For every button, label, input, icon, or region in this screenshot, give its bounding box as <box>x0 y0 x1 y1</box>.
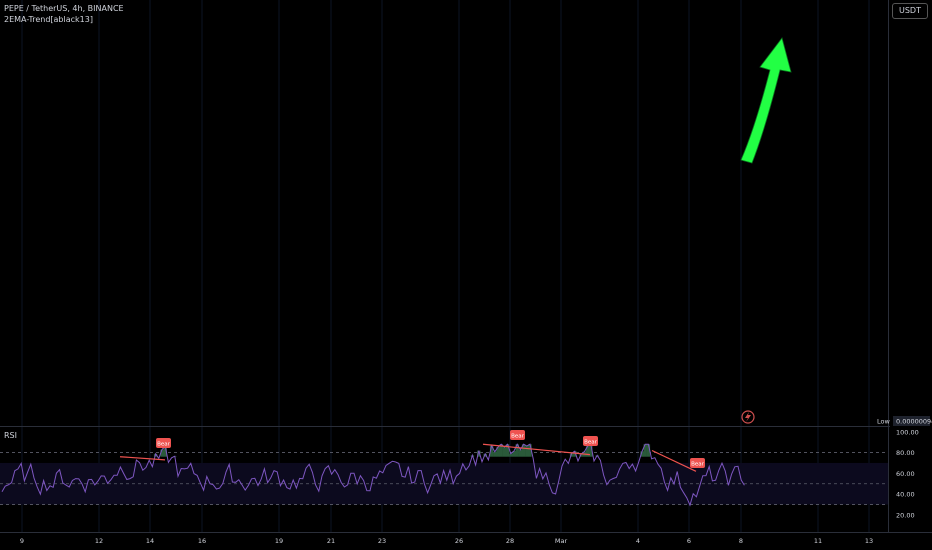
bear-label-badge <box>156 438 171 448</box>
bear-label-badge <box>690 458 705 468</box>
low-label: Low <box>877 418 890 426</box>
time-tick-label: 13 <box>865 537 873 545</box>
time-tick-label: Mar <box>555 537 568 545</box>
time-tick-label: 16 <box>198 537 206 545</box>
currency-button-label: USDT <box>899 6 921 15</box>
currency-button[interactable]: USDT <box>892 3 928 19</box>
time-tick-label: 9 <box>20 537 24 545</box>
time-tick-label: 14 <box>146 537 154 545</box>
time-tick-label: 28 <box>506 537 514 545</box>
bearish-divergence-line <box>482 443 591 456</box>
bear-label: Bear <box>584 440 598 446</box>
low-price-label: 0.00000094 <box>896 418 932 426</box>
time-tick-label: 21 <box>327 537 335 545</box>
rsi-tick-label: 60.00 <box>896 470 915 478</box>
lightning-bolt-icon <box>745 412 751 422</box>
bear-label-badge <box>583 436 598 446</box>
time-tick-label: 12 <box>95 537 103 545</box>
time-tick-label: 4 <box>636 537 640 545</box>
bear-label: Bear <box>691 462 705 468</box>
bear-label: Bear <box>511 434 525 440</box>
rsi-tick-label: 80.00 <box>896 449 915 457</box>
bear-label-badge <box>510 430 525 440</box>
time-tick-label: 26 <box>455 537 463 545</box>
up-arrow-icon <box>740 37 792 164</box>
time-tick-label: 11 <box>814 537 822 545</box>
low-price-label-badge <box>893 416 930 426</box>
lightning-icon <box>741 410 755 424</box>
bearish-divergence-line <box>119 456 166 461</box>
rsi-tick-label: 20.00 <box>896 511 915 519</box>
time-tick-label: 19 <box>275 537 283 545</box>
indicator-label: 2EMA-Trend[ablack13] <box>4 15 93 24</box>
symbol-title: PEPE / TetherUS, 4h, BINANCE <box>4 4 124 13</box>
bearish-divergence-line <box>651 449 697 472</box>
time-tick-label: 8 <box>739 537 743 545</box>
time-tick-label: 6 <box>687 537 691 545</box>
rsi-line <box>1 443 745 507</box>
time-tick-label: 23 <box>378 537 386 545</box>
rsi-tick-label: 40.00 <box>896 491 915 499</box>
rsi-tick-label: 100.00 <box>896 428 919 436</box>
rsi-title: RSI <box>4 431 17 440</box>
bear-label: Bear <box>157 442 171 448</box>
